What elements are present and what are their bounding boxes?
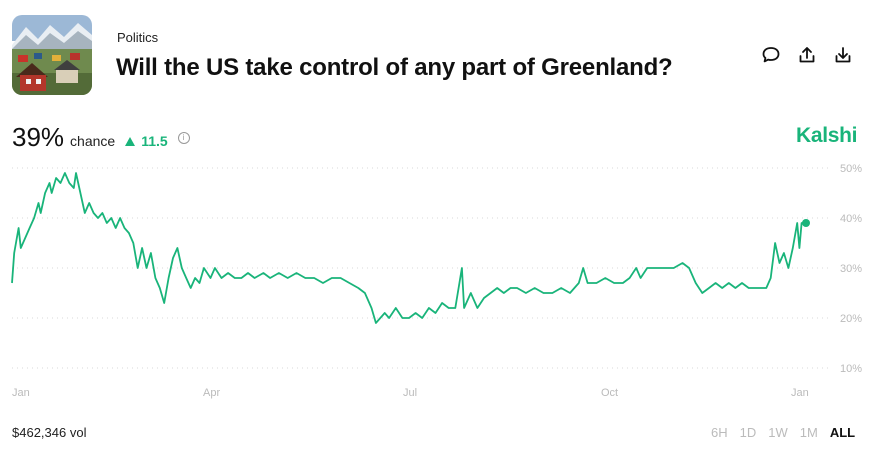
download-icon <box>835 47 851 63</box>
greenland-village-image <box>12 15 92 95</box>
market-thumbnail <box>12 15 92 95</box>
range-1d[interactable]: 1D <box>739 425 757 440</box>
chance-label: chance <box>70 133 116 149</box>
range-1m[interactable]: 1M <box>799 425 818 440</box>
comment-icon <box>762 47 780 63</box>
range-6h[interactable]: 6H <box>711 425 728 440</box>
x-tick-label: Jul <box>403 387 417 399</box>
x-tick-label: Oct <box>601 387 618 399</box>
series-line <box>11 172 806 324</box>
x-axis-ticks: Jan Apr Jul Oct Jan <box>12 387 809 399</box>
x-tick-label: Apr <box>203 387 220 399</box>
chance-percent: 39% <box>12 122 65 152</box>
comment-button[interactable] <box>760 44 782 66</box>
x-tick-label: Jan <box>791 387 809 399</box>
y-axis-ticks: 50% 40% 30% 20% 10% <box>840 163 862 375</box>
market-category: Politics <box>117 30 159 45</box>
market-actions <box>760 44 854 66</box>
range-1w[interactable]: 1W <box>768 425 788 440</box>
market-title: Will the US take control of any part of … <box>116 54 673 81</box>
y-tick-label: 10% <box>840 363 862 375</box>
x-tick-label: Jan <box>12 387 30 399</box>
y-tick-label: 20% <box>840 313 862 325</box>
up-triangle-icon <box>125 136 136 146</box>
brand-logo: Kalshi <box>796 124 858 147</box>
y-tick-label: 40% <box>840 213 862 225</box>
probability-summary: 39% chance 11.5 i <box>12 122 190 153</box>
chart-grid <box>12 167 828 369</box>
share-icon <box>799 47 815 63</box>
download-button[interactable] <box>832 44 854 66</box>
range-all[interactable]: ALL <box>829 425 856 440</box>
probability-chart[interactable]: 50% 40% 30% 20% 10% Jan Apr Jul Oct Jan <box>0 150 884 405</box>
chance-delta-value: 11.5 <box>141 133 168 149</box>
volume-label: $462,346 vol <box>12 425 87 440</box>
share-button[interactable] <box>796 44 818 66</box>
y-tick-label: 30% <box>840 263 862 275</box>
chance-delta: 11.5 <box>125 133 168 149</box>
current-value-dot <box>802 219 810 227</box>
time-range-selector: 6H 1D 1W 1M ALL <box>711 425 855 440</box>
y-tick-label: 50% <box>840 163 862 175</box>
info-icon[interactable]: i <box>177 131 190 144</box>
